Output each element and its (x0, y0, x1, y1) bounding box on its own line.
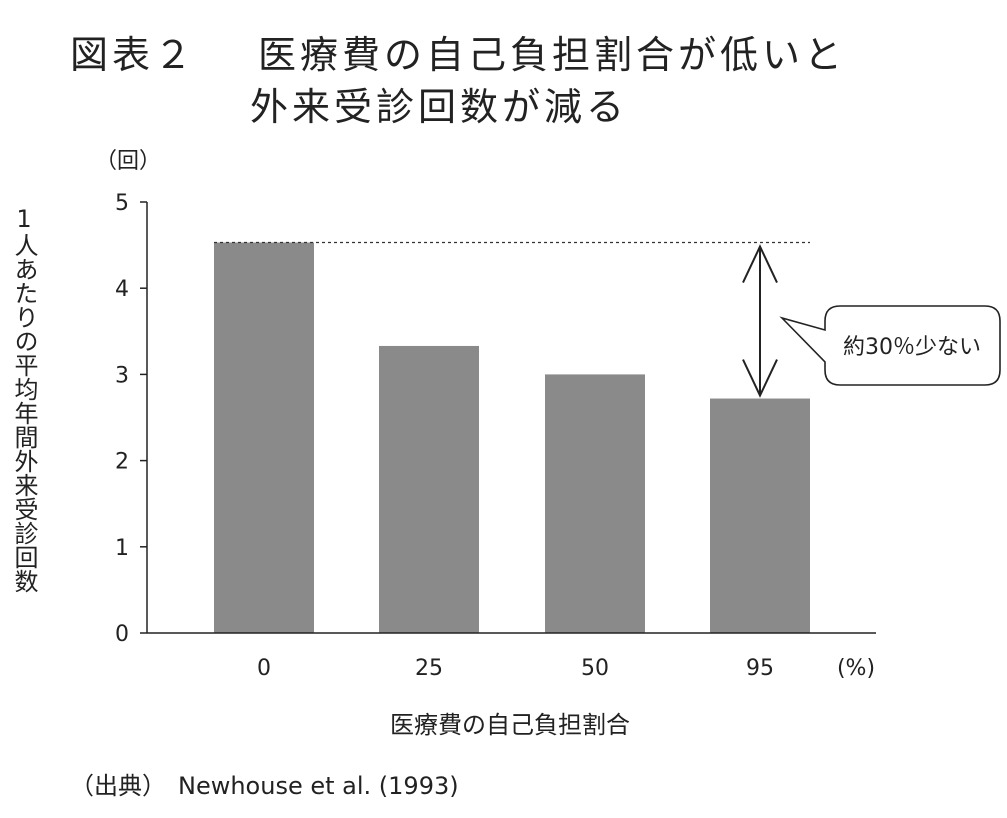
bar-50 (545, 374, 645, 633)
source-citation: （出典） Newhouse et al. (1993) (70, 772, 459, 800)
chart-title-line1: 図表２ 医療費の自己負担割合が低いと (70, 24, 846, 79)
y-tick-label: 2 (115, 450, 129, 475)
bar-25 (379, 345, 479, 633)
callout-text: 約30％少ない (843, 335, 981, 360)
y-tick-label: 5 (115, 191, 129, 216)
x-axis-title: 医療費の自己負担割合 (390, 711, 630, 739)
y-axis-ticks: 0 1 2 3 4 5 (115, 191, 147, 647)
y-tick-label: 0 (115, 622, 129, 647)
x-tick-label: 25 (415, 656, 443, 681)
chart-title-line2: 外来受診回数が減る (250, 85, 629, 129)
y-tick-label: 4 (115, 277, 129, 302)
bar-0 (214, 242, 314, 633)
y-axis-label: 1人あたりの平均年間外来受診回数 (10, 205, 38, 593)
callout-bubble: 約30％少ない (779, 305, 1001, 386)
difference-arrow (742, 244, 778, 398)
bars (214, 242, 810, 633)
x-tick-label: 95 (746, 656, 774, 681)
x-tick-label: 50 (581, 656, 609, 681)
y-tick-label: 1 (115, 536, 129, 561)
x-axis-ticks: 0 25 50 95 (257, 656, 774, 681)
title-text-line1: 医療費の自己負担割合が低いと (258, 33, 847, 77)
x-tick-label: 0 (257, 656, 271, 681)
y-tick-label: 3 (115, 363, 129, 388)
figure-number: 図表２ (70, 33, 197, 77)
bar-95 (710, 398, 810, 633)
x-unit-label: (%) (837, 656, 875, 681)
y-unit-label: （回） (95, 149, 161, 174)
